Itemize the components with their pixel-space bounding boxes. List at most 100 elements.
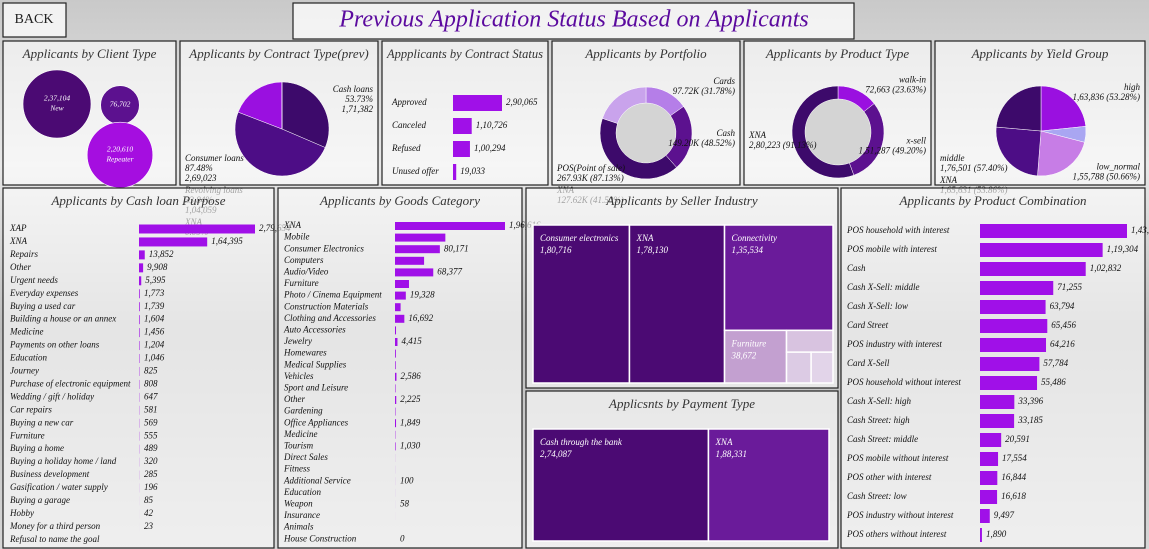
bar-value: 42 — [144, 508, 154, 518]
bubble-value: 76,702 — [110, 100, 131, 109]
bar — [395, 245, 440, 254]
bar-category: Medical Supplies — [283, 359, 347, 369]
bar-value: 581 — [144, 404, 158, 414]
pie-value: 2,80,223 (91.13%) — [749, 140, 817, 150]
bar — [980, 395, 1015, 409]
bar-value: 4,415 — [401, 336, 422, 346]
bar — [980, 471, 998, 485]
bar — [139, 315, 140, 325]
bar-category: POS household without interest — [846, 377, 961, 387]
bar-category: Additional Service — [283, 475, 351, 485]
bar — [980, 528, 982, 542]
bar-category: Car repairs — [10, 404, 52, 414]
bar — [980, 262, 1086, 276]
bar — [980, 319, 1048, 333]
panel-title: Applicants by Client Type — [22, 46, 157, 61]
bar — [453, 164, 457, 180]
bar-value: 64,216 — [1050, 339, 1075, 349]
bar-category: Direct Sales — [283, 452, 328, 462]
bar-value: 1,773 — [144, 288, 165, 298]
bar-value: 1,046 — [144, 353, 165, 363]
panel-title: Applicsnts by Payment Type — [608, 396, 755, 411]
bar — [395, 361, 396, 370]
treemap-value: 1,35,534 — [732, 245, 764, 255]
bar-value: 1,604 — [144, 314, 165, 324]
bar-value: 19,033 — [460, 166, 485, 176]
bar-category: Tourism — [284, 440, 314, 450]
pie-slice — [237, 81, 283, 130]
panel-title: Applicants by Contract Type(prev) — [188, 46, 368, 61]
bar-value: 320 — [143, 456, 158, 466]
treemap-cell — [723, 224, 834, 332]
bar-category: Insurance — [283, 510, 320, 520]
bar-category: Money for a third person — [9, 521, 101, 531]
bar-category: XNA — [9, 236, 28, 246]
bar-value: 555 — [144, 430, 158, 440]
bar — [139, 224, 255, 234]
bar-category: Buying a holiday home / land — [10, 456, 117, 466]
panel-title: Applicants by Seller Industry — [605, 193, 758, 208]
pie-slice — [1037, 130, 1085, 177]
bar — [395, 372, 397, 381]
pie-slice — [1040, 85, 1087, 132]
bar-category: Animals — [283, 522, 314, 532]
bar-value: 1,890 — [986, 529, 1007, 539]
bar — [980, 490, 998, 504]
bar-value: 1,64,395 — [211, 236, 243, 246]
bar-category: XNA — [283, 220, 302, 230]
bar-category: Cash X-Sell: high — [847, 396, 911, 406]
bar — [395, 314, 405, 323]
treemap-category: Consumer electronics — [540, 233, 619, 243]
bar — [395, 233, 446, 242]
pie-value: 72,663 (23.63%) — [865, 84, 926, 94]
treemap-cell — [707, 428, 830, 542]
dashboard-title: Previous Application Status Based on App… — [338, 7, 809, 33]
bar-category: Refused — [391, 143, 421, 153]
bubble-value: 2,20,610 — [107, 145, 134, 154]
bar-category: Sport and Leisure — [284, 382, 348, 392]
bar-value: 285 — [144, 469, 158, 479]
bar-category: Homewares — [283, 348, 327, 358]
bar-category: Gasification / water supply — [10, 482, 108, 492]
back-button[interactable]: BACK — [2, 2, 67, 38]
bar-value: 85 — [144, 495, 154, 505]
bar-category: Weapon — [284, 498, 313, 508]
treemap-value: 1,88,331 — [715, 449, 747, 459]
pie-value: 1,76,501 (57.40%) — [940, 163, 1008, 173]
bar-value: 16,618 — [1001, 491, 1026, 501]
bar — [453, 141, 470, 157]
bar — [395, 222, 505, 230]
treemap-cell — [785, 351, 812, 384]
bar-value: 33,185 — [1017, 415, 1043, 425]
treemap-value: 38,672 — [731, 350, 757, 360]
bar-category: Fitness — [283, 464, 310, 474]
bar-category: Cash X-Sell: middle — [847, 282, 920, 292]
bar-value: 489 — [144, 443, 158, 453]
bar — [453, 118, 472, 134]
bar-category: Journey — [10, 366, 39, 376]
bubble-value: 2,37,104 — [44, 94, 71, 103]
bar-value: 1,10,726 — [476, 120, 508, 130]
bar-category: XAP — [9, 223, 27, 233]
bar-category: Urgent needs — [10, 275, 58, 285]
pie-value: 1,51,287 (49.20%) — [859, 145, 927, 155]
bar-value: 20,591 — [1005, 434, 1030, 444]
bar — [139, 263, 144, 273]
bar — [395, 396, 397, 404]
bar-category: Purchase of electronic equipment — [9, 378, 131, 388]
bar-category: POS others without interest — [846, 529, 947, 539]
bar — [395, 280, 409, 288]
bar-category: Cash Street: middle — [847, 434, 918, 444]
bar-value: 71,255 — [1057, 282, 1082, 292]
bar-value: 1,02,832 — [1090, 263, 1122, 273]
pie-slice — [995, 126, 1042, 177]
treemap-cell — [785, 329, 834, 353]
treemap-cell — [810, 351, 834, 384]
donut-hole — [805, 99, 871, 165]
bar-value: 0 — [400, 533, 405, 543]
back-label[interactable]: BACK — [15, 12, 54, 27]
bar — [395, 268, 434, 277]
bar-value: 65,456 — [1051, 320, 1076, 330]
bar-value: 9,908 — [147, 262, 168, 272]
back-button-box[interactable] — [2, 2, 67, 38]
